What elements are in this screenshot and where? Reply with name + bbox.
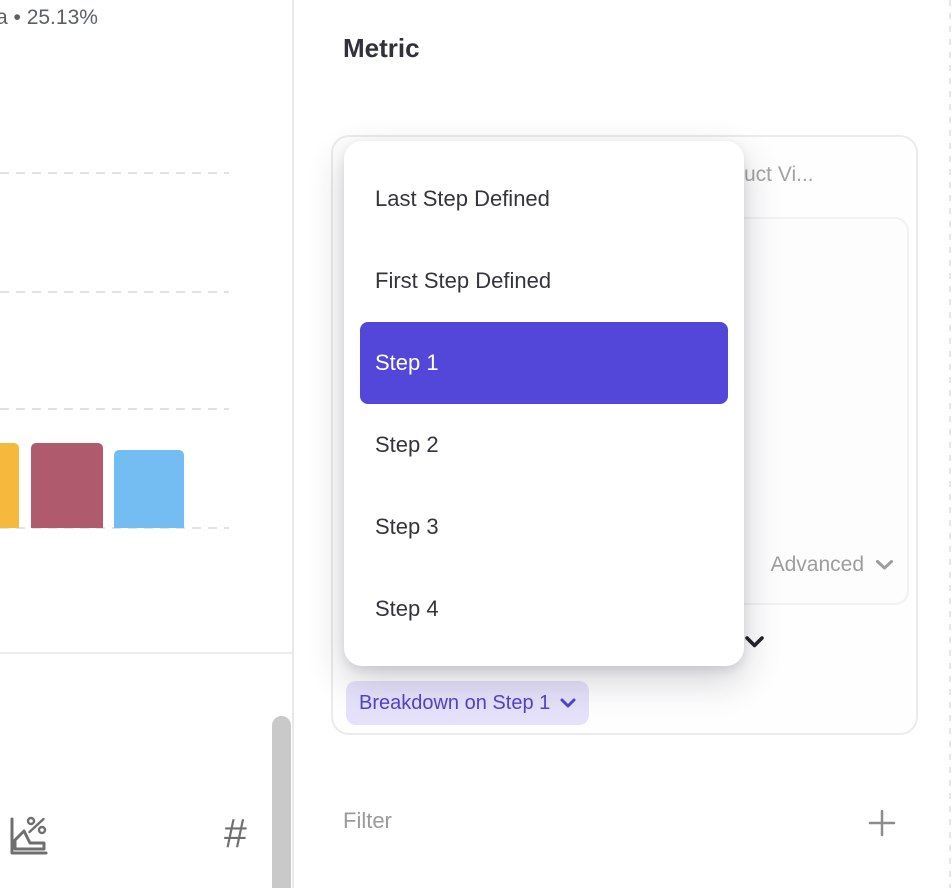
chart-panel: a • 25.13% # — [0, 0, 292, 888]
chart-gridline — [0, 408, 229, 410]
hash-icon[interactable]: # — [224, 810, 247, 856]
panel-divider — [0, 652, 292, 654]
chevron-down-icon — [876, 560, 893, 570]
dropdown-option-step-2[interactable]: Step 2 — [375, 432, 439, 457]
dropdown-option-step-4[interactable]: Step 4 — [375, 596, 439, 621]
panel-vertical-divider — [292, 0, 294, 888]
chevron-down-icon[interactable] — [744, 635, 765, 649]
breakdown-button[interactable]: Breakdown on Step 1 — [346, 681, 590, 725]
advanced-label: Advanced — [770, 553, 864, 576]
add-filter-button[interactable] — [868, 809, 896, 837]
dropdown-option-first-step-defined[interactable]: First Step Defined — [375, 268, 552, 293]
funnel-bar-2[interactable] — [31, 443, 103, 528]
step-dropdown-menu: Last Step Defined First Step Defined Step … — [344, 141, 744, 666]
dropdown-option-step-1[interactable]: Step 1 — [360, 322, 728, 404]
advanced-toggle[interactable]: Advanced — [771, 553, 894, 577]
dropdown-option-last-step-defined[interactable]: Last Step Defined — [375, 186, 550, 211]
funnel-bar-3[interactable] — [114, 450, 184, 528]
chart-gridline — [0, 291, 229, 293]
funnel-bar-1[interactable] — [0, 443, 19, 528]
filter-section-title: Filter — [343, 808, 392, 833]
chart-gridline — [0, 527, 229, 529]
step-dropdown-options: Last Step Defined First Step Defined Step … — [360, 158, 728, 650]
metric-section-title: Metric — [343, 33, 420, 63]
funnel-percent-chart-icon[interactable] — [6, 812, 48, 860]
dropdown-option-step-3[interactable]: Step 3 — [375, 514, 439, 539]
right-edge-dashed-guide — [949, 0, 951, 888]
legend-fragment: a • 25.13% — [0, 6, 98, 29]
event-name-truncated[interactable]: uct Vi... — [744, 163, 814, 186]
chart-gridline — [0, 172, 229, 174]
chevron-down-icon — [560, 698, 576, 708]
breakdown-label: Breakdown on Step 1 — [359, 691, 551, 714]
scrollbar-thumb[interactable] — [272, 716, 291, 888]
